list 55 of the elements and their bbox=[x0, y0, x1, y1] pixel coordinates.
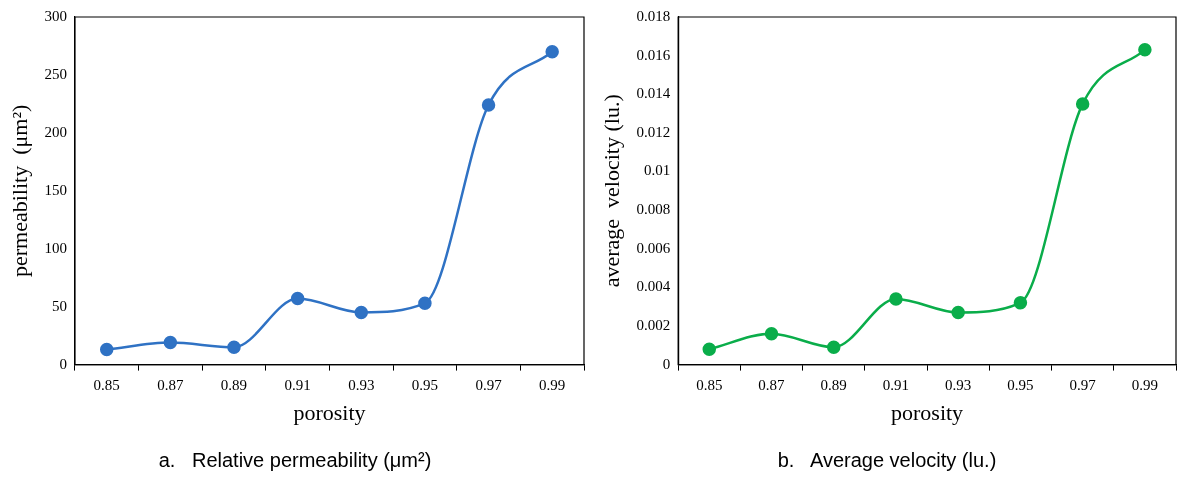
text: b. Average velocity (lu.) bbox=[777, 448, 997, 471]
y-tick-label: 100 bbox=[44, 239, 67, 256]
y-tick-label: 0.014 bbox=[636, 85, 671, 102]
point bbox=[889, 292, 903, 306]
point bbox=[826, 340, 841, 354]
y-tick-label: 0.016 bbox=[636, 46, 671, 63]
y-tick-label: 0.002 bbox=[636, 316, 671, 333]
y-tick-label: 50 bbox=[51, 297, 67, 314]
point bbox=[354, 305, 369, 320]
x-tick-label: 0.85 bbox=[696, 376, 723, 393]
x-tick-label: 0.93 bbox=[945, 376, 972, 393]
point bbox=[418, 296, 432, 310]
y-tick-label: 0.004 bbox=[636, 278, 671, 295]
x-tick-label: 0.99 bbox=[1131, 376, 1159, 393]
x-axis-title: porosity bbox=[891, 399, 964, 425]
x-axis-title: porosity bbox=[293, 399, 366, 425]
point bbox=[702, 342, 717, 356]
y-axis-title: permeability (μm²) bbox=[6, 104, 32, 277]
y-tick-label: 0.012 bbox=[636, 123, 671, 140]
x-tick-label: 0.85 bbox=[93, 376, 120, 393]
text: a. Relative permeability (μm²) bbox=[158, 448, 432, 471]
point bbox=[163, 335, 178, 350]
x-tick-label: 0.91 bbox=[284, 376, 311, 393]
x-tick-label: 0.95 bbox=[411, 376, 439, 393]
y-tick-label: 200 bbox=[44, 123, 67, 140]
y-tick-label: 250 bbox=[44, 65, 67, 82]
point bbox=[99, 342, 114, 357]
x-tick-label: 0.97 bbox=[1069, 376, 1097, 393]
y-tick-label: 300 bbox=[44, 7, 67, 24]
x-tick-label: 0.97 bbox=[475, 376, 503, 393]
y-tick-label: 0 bbox=[59, 355, 67, 372]
y-tick-label: 150 bbox=[44, 181, 67, 198]
y-tick-label: 0.006 bbox=[636, 239, 671, 256]
y-axis-title: average velocity (lu.) bbox=[598, 94, 624, 288]
point bbox=[227, 340, 241, 354]
point bbox=[1013, 296, 1028, 310]
point bbox=[1138, 43, 1152, 57]
x-tick-label: 0.95 bbox=[1007, 376, 1034, 393]
point bbox=[764, 326, 779, 341]
x-tick-label: 0.87 bbox=[157, 376, 184, 393]
y-tick-label: 0.018 bbox=[636, 7, 671, 24]
y-tick-label: 0 bbox=[662, 355, 671, 372]
x-tick-label: 0.99 bbox=[539, 376, 566, 393]
x-tick-label: 0.91 bbox=[882, 376, 910, 393]
point bbox=[481, 98, 496, 112]
x-tick-label: 0.87 bbox=[758, 376, 786, 393]
point bbox=[290, 291, 305, 306]
point bbox=[545, 45, 559, 59]
point bbox=[1075, 97, 1090, 111]
x-tick-label: 0.93 bbox=[348, 376, 375, 393]
y-tick-label: 0.008 bbox=[636, 201, 671, 218]
x-tick-label: 0.89 bbox=[820, 376, 847, 393]
y-tick-label: 0.01 bbox=[643, 162, 671, 179]
x-tick-label: 0.89 bbox=[220, 376, 248, 393]
point bbox=[951, 305, 965, 320]
